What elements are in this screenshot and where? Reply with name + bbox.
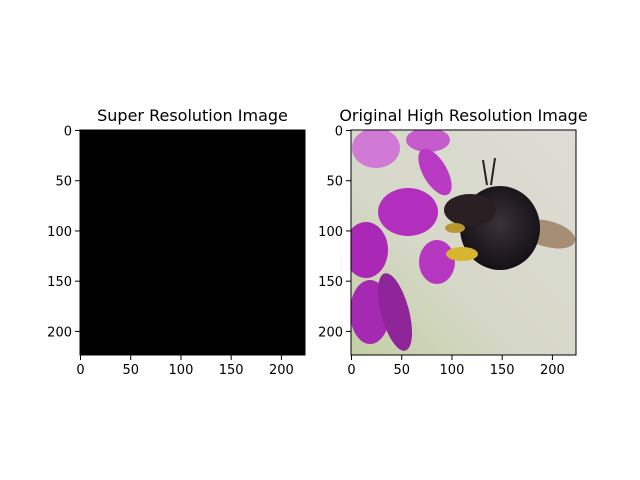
y-tick-label: 0: [64, 125, 72, 140]
chart-title: Original High Resolution Image: [339, 106, 587, 125]
image-black: [80, 130, 305, 355]
y-tick-label: 50: [326, 175, 343, 190]
x-tick-label: 0: [76, 363, 84, 378]
y-tick-label: 50: [55, 175, 72, 190]
y-tick-label: 100: [318, 225, 343, 240]
y-tick-label: 150: [47, 275, 72, 290]
x-tick-label: 0: [347, 363, 355, 378]
x-tick-label: 150: [219, 363, 244, 378]
y-tick-label: 100: [47, 225, 72, 240]
axes-frame: [79, 129, 306, 356]
y-tick-label: 0: [335, 125, 343, 140]
y-tick-label: 200: [47, 325, 72, 340]
chart-title: Super Resolution Image: [97, 106, 288, 125]
axes-frame: [350, 129, 577, 356]
x-tick-label: 50: [393, 363, 410, 378]
x-tick-label: 200: [269, 363, 294, 378]
x-tick-label: 150: [490, 363, 515, 378]
y-tick-label: 150: [318, 275, 343, 290]
x-tick-label: 50: [122, 363, 139, 378]
x-tick-label: 200: [540, 363, 565, 378]
y-tick-label: 200: [318, 325, 343, 340]
image-photo: [351, 130, 576, 355]
x-tick-label: 100: [440, 363, 465, 378]
x-tick-label: 100: [169, 363, 194, 378]
